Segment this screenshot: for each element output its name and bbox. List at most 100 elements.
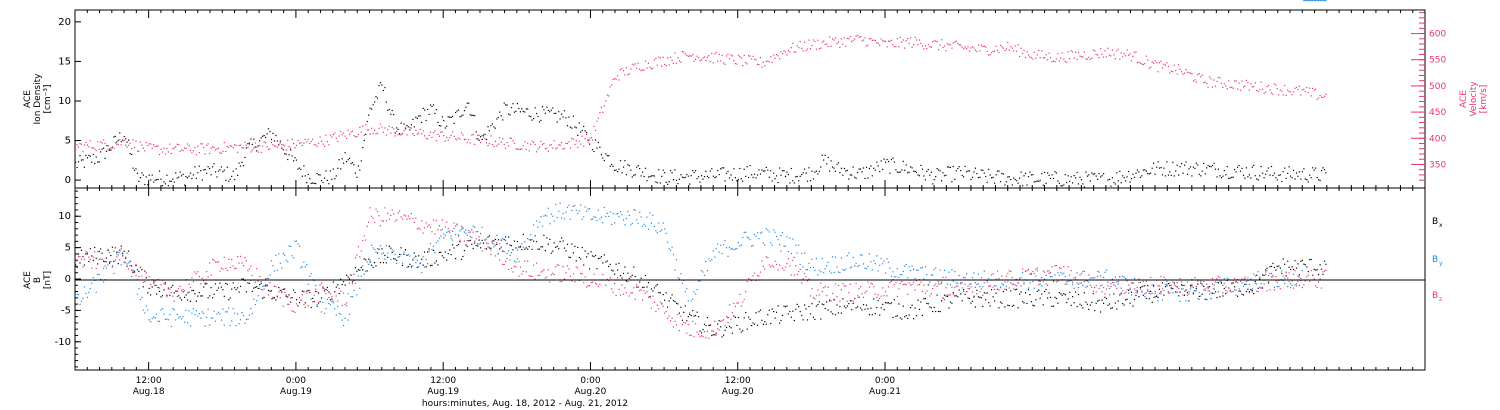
x-tick-time-label: 12:00 xyxy=(136,376,162,386)
density-point xyxy=(541,106,544,108)
velocity-point xyxy=(731,55,733,57)
bx-point xyxy=(695,314,697,317)
density-point xyxy=(748,176,750,179)
by-point xyxy=(332,302,334,304)
bz-point xyxy=(322,286,324,288)
bx-point xyxy=(675,302,678,304)
bx-point xyxy=(575,260,577,262)
bz-point xyxy=(921,290,923,292)
by-point xyxy=(351,296,354,298)
density-point xyxy=(896,171,898,173)
density-point xyxy=(938,169,940,171)
bx-point xyxy=(1161,282,1164,284)
density-point xyxy=(939,170,941,172)
density-point xyxy=(587,139,589,141)
density-point xyxy=(1278,174,1280,176)
bx-point xyxy=(665,292,667,294)
density-point xyxy=(547,109,549,111)
bz-point xyxy=(220,267,222,269)
by-point xyxy=(752,245,754,247)
by-point xyxy=(596,220,598,222)
bx-point xyxy=(160,296,162,298)
velocity-point xyxy=(400,134,402,136)
velocity-point xyxy=(424,135,426,137)
bx-point xyxy=(963,289,965,291)
density-point xyxy=(1113,181,1115,184)
density-point xyxy=(602,157,604,159)
by-point xyxy=(817,274,819,276)
velocity-point xyxy=(1182,73,1184,75)
bx-point xyxy=(639,281,641,283)
bz-point xyxy=(1325,269,1327,271)
by-point xyxy=(488,247,490,249)
density-point xyxy=(1141,175,1143,177)
by-point xyxy=(880,257,882,260)
density-point xyxy=(695,170,697,172)
by-point xyxy=(1151,284,1153,286)
density-point xyxy=(1019,177,1021,179)
density-point xyxy=(203,169,205,171)
bz-point xyxy=(276,295,278,297)
by-point xyxy=(250,307,252,310)
bx-point xyxy=(490,247,492,249)
velocity-point xyxy=(942,46,944,49)
bx-point xyxy=(247,282,249,284)
density-point xyxy=(1161,174,1164,176)
bx-point xyxy=(390,247,392,249)
velocity-point xyxy=(867,44,869,46)
bx-point xyxy=(1089,304,1091,306)
density-point xyxy=(104,157,106,159)
density-point xyxy=(976,173,978,175)
velocity-point xyxy=(639,68,641,70)
density-point xyxy=(197,172,199,174)
velocity-point xyxy=(232,147,234,149)
by-point xyxy=(667,241,669,243)
density-point xyxy=(852,166,854,168)
bz-point xyxy=(85,251,87,253)
density-point xyxy=(403,123,405,125)
bx-point xyxy=(1010,290,1012,292)
by-point xyxy=(223,324,225,326)
bx-point xyxy=(960,293,962,295)
density-point xyxy=(80,159,83,161)
bx-point xyxy=(1104,296,1106,298)
bx-point xyxy=(1055,297,1057,300)
bx-point xyxy=(1188,300,1190,302)
velocity-point xyxy=(832,38,834,40)
bx-point xyxy=(337,284,339,286)
velocity-point xyxy=(1184,72,1186,74)
density-point xyxy=(820,166,822,168)
density-point xyxy=(340,168,342,170)
bz-point xyxy=(1057,280,1059,282)
bz-point xyxy=(366,225,368,227)
density-point xyxy=(410,124,412,126)
by-point xyxy=(815,258,817,260)
bx-point xyxy=(590,251,592,253)
density-point xyxy=(979,176,981,178)
by-point xyxy=(1192,292,1194,294)
by-point xyxy=(795,244,797,246)
bz-point xyxy=(960,283,962,285)
velocity-point xyxy=(254,142,256,144)
bx-point xyxy=(874,313,876,315)
bx-point xyxy=(1064,294,1066,296)
by-point xyxy=(484,239,486,241)
bz-point xyxy=(214,261,217,263)
by-point xyxy=(761,231,763,233)
by-point xyxy=(892,271,894,273)
density-point xyxy=(918,175,921,177)
bx-point xyxy=(86,253,88,255)
velocity-point xyxy=(472,133,474,136)
density-point xyxy=(1229,177,1231,179)
bx-point xyxy=(443,257,445,259)
density-point xyxy=(431,105,433,108)
bz-point xyxy=(111,265,113,267)
velocity-point xyxy=(1309,87,1311,89)
bx-point xyxy=(774,317,776,319)
bz-point xyxy=(484,248,486,250)
bz-point xyxy=(1235,294,1237,296)
bz-point xyxy=(335,295,337,297)
by-point xyxy=(790,253,792,255)
bz-point xyxy=(219,270,221,272)
bx-point xyxy=(371,264,373,266)
